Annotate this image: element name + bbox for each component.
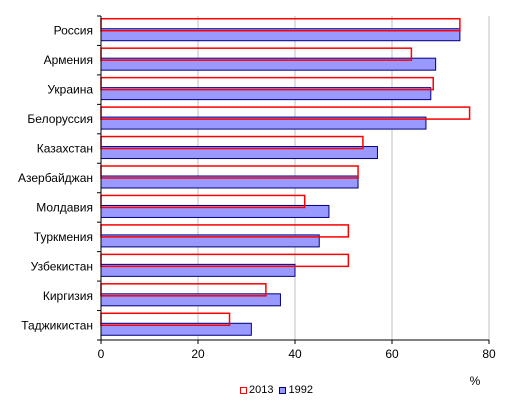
category-label: Белоруссия	[27, 112, 93, 126]
legend-item-2013: 2013	[240, 384, 273, 396]
category-label: Киргизия	[43, 289, 93, 303]
category-label: Узбекистан	[31, 259, 93, 273]
category-label: Армения	[44, 53, 93, 67]
category-label: Азербайджан	[18, 171, 93, 185]
x-axis-label: %	[470, 374, 481, 388]
legend: 2013 1992	[240, 384, 319, 396]
legend-swatch-1992	[279, 386, 287, 394]
x-tick-label: 40	[288, 347, 302, 361]
legend-item-1992: 1992	[279, 384, 313, 396]
legend-label-2013: 2013	[249, 384, 274, 396]
category-label: Казахстан	[37, 142, 93, 156]
x-tick-label: 20	[191, 347, 205, 361]
x-tick-label: 60	[385, 347, 399, 361]
category-label: Россия	[54, 24, 93, 38]
category-label: Молдавия	[36, 200, 93, 214]
x-tick-label: 80	[482, 347, 496, 361]
bars	[100, 17, 471, 336]
category-label: Украина	[47, 83, 93, 97]
category-label: Таджикистан	[21, 318, 93, 332]
x-tick-label: 0	[98, 347, 105, 361]
category-label: Туркмения	[34, 230, 93, 244]
legend-swatch-2013	[240, 386, 247, 394]
legend-label-1992: 1992	[288, 384, 313, 396]
axes	[97, 15, 490, 344]
labels: Россия Армения Украина Белоруссия Казахстан А…	[18, 24, 496, 361]
